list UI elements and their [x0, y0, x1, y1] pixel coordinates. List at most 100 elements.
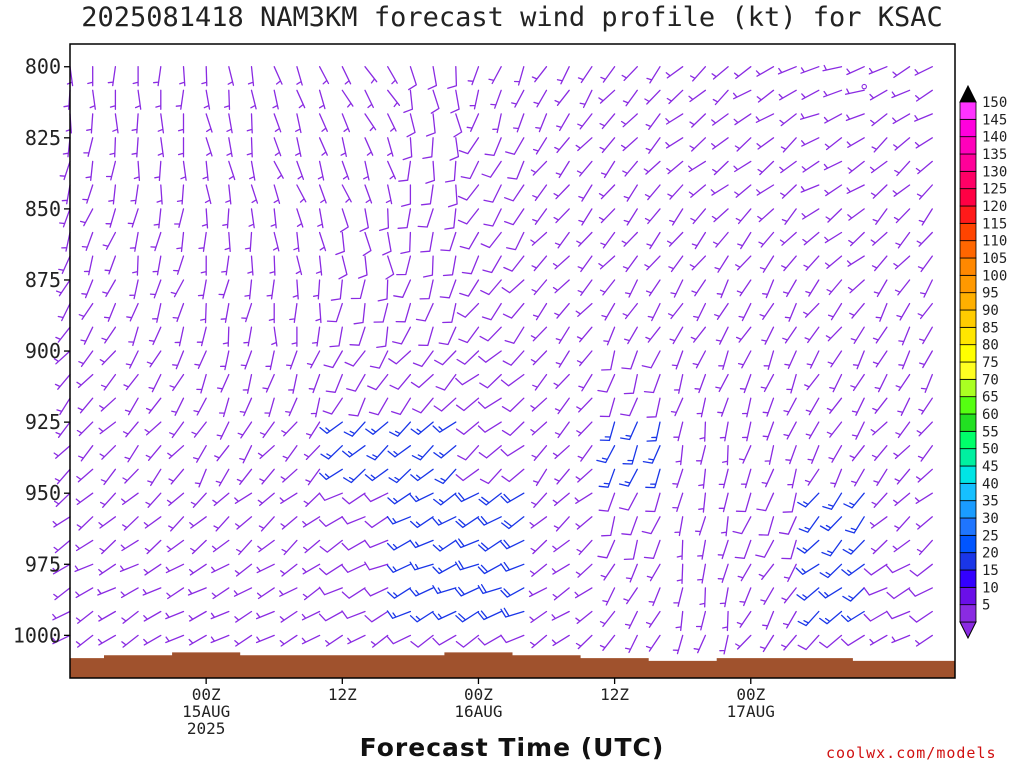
wind-barb	[236, 468, 253, 485]
wind-barb	[145, 397, 162, 414]
wind-barb	[552, 587, 570, 601]
wind-barb	[893, 255, 911, 270]
wind-barb	[665, 113, 684, 125]
wind-barb	[840, 610, 865, 623]
colorbar-segment	[959, 569, 977, 588]
wind-barb	[318, 184, 327, 204]
wind-barb	[211, 587, 230, 600]
wind-barb	[467, 66, 480, 86]
wind-barb	[917, 445, 933, 462]
wind-barb	[397, 208, 412, 229]
wind-barb	[555, 326, 570, 344]
wind-barb	[246, 137, 253, 158]
wind-barb	[530, 160, 548, 176]
wind-barb	[78, 350, 94, 368]
colorbar-segment	[959, 552, 977, 571]
wind-barb	[676, 539, 684, 561]
wind-barb	[490, 89, 502, 109]
wind-barb	[694, 516, 707, 536]
wind-barb	[827, 350, 843, 368]
wind-barb	[104, 255, 117, 275]
wind-barb	[318, 113, 328, 132]
wind-barb	[784, 350, 797, 370]
wind-barb	[805, 421, 820, 440]
wind-barb	[755, 539, 775, 558]
wind-barb	[735, 255, 752, 271]
wind-barb	[257, 492, 275, 507]
wind-barb	[667, 302, 684, 320]
wind-barb	[801, 137, 820, 147]
wind-barb	[52, 634, 71, 645]
colorbar-label: 60	[982, 407, 999, 423]
wind-barb	[335, 231, 345, 256]
wind-barb	[273, 113, 282, 133]
wind-barb	[54, 468, 71, 485]
wind-barb	[97, 587, 117, 596]
wind-barb	[875, 302, 888, 322]
wind-barb	[433, 492, 457, 506]
wind-barb	[341, 66, 352, 85]
wind-barb	[265, 350, 275, 371]
wind-barb	[152, 66, 162, 87]
wind-barb	[373, 302, 389, 323]
wind-barb	[180, 160, 187, 181]
wind-barb	[826, 279, 843, 296]
wind-barb	[105, 208, 117, 228]
wind-barb	[480, 279, 502, 296]
wind-barb	[699, 421, 707, 442]
wind-barb	[697, 563, 707, 584]
wind-barb	[103, 302, 117, 322]
wind-barb	[599, 137, 616, 154]
wind-barb	[240, 350, 253, 370]
colorbar-label: 95	[982, 286, 999, 302]
wind-barb	[144, 421, 162, 436]
wind-barb	[257, 539, 275, 553]
wind-barb	[645, 634, 661, 652]
wind-barb	[596, 445, 616, 464]
wind-barb	[847, 279, 865, 294]
wind-barb	[388, 350, 412, 365]
wind-barb	[736, 610, 752, 628]
wind-barb	[99, 492, 117, 508]
wind-barb	[303, 492, 321, 508]
wind-barb	[484, 137, 502, 157]
wind-barb	[259, 421, 275, 439]
wind-barb	[477, 634, 502, 646]
wind-barb	[689, 137, 707, 152]
wind-barb	[893, 208, 911, 224]
wind-barb	[171, 397, 185, 416]
wind-barb	[819, 634, 843, 649]
wind-barb	[172, 302, 185, 323]
wind-barb	[868, 66, 888, 75]
wind-barb	[318, 89, 326, 110]
wind-barb	[427, 66, 438, 90]
wind-barb	[365, 421, 389, 435]
credit-link[interactable]: coolwx.com/models	[826, 744, 997, 762]
wind-barb	[800, 66, 820, 74]
wind-barb	[869, 516, 888, 529]
wind-barb	[741, 421, 752, 442]
wind-barb	[500, 539, 525, 550]
wind-barb	[420, 184, 434, 206]
wind-barb	[326, 302, 343, 323]
wind-barb	[822, 492, 843, 510]
wind-barb	[100, 373, 117, 391]
wind-barb	[599, 634, 616, 651]
wind-barb	[759, 634, 775, 653]
wind-barb	[341, 539, 366, 551]
wind-barb	[247, 66, 255, 87]
wind-barb	[74, 563, 94, 573]
wind-barb	[219, 350, 230, 371]
wind-barb	[599, 397, 616, 418]
wind-barb	[368, 397, 389, 416]
wind-barb	[62, 137, 71, 158]
wind-barb	[341, 113, 351, 133]
wind-barb	[898, 326, 911, 346]
wind-barb	[870, 184, 888, 199]
wind-barb	[529, 610, 548, 624]
wind-barb	[576, 160, 593, 177]
wind-barb	[99, 397, 117, 412]
wind-barb	[762, 610, 775, 630]
wind-barb	[734, 137, 752, 152]
